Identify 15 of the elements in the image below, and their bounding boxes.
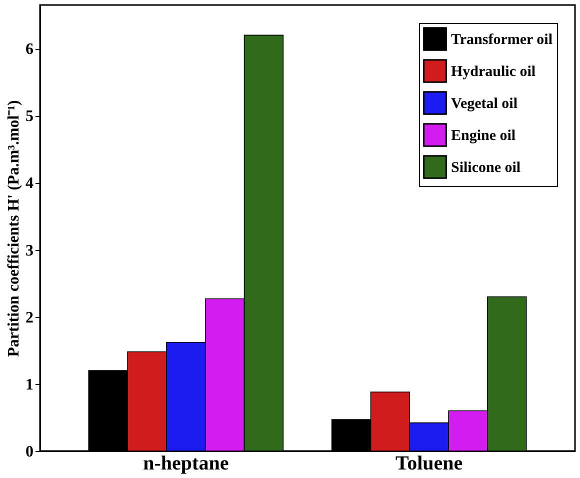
y-tick-label: 0 [26, 444, 34, 460]
legend-label: Engine oil [451, 128, 516, 144]
legend-label: Silicone oil [451, 160, 521, 176]
legend-label: Transformer oil [451, 32, 553, 48]
y-axis-title: Partition coefficients H' (Pa.m³.mol⁻¹) [6, 100, 22, 357]
legend-label: Hydraulic oil [451, 64, 536, 80]
y-tick-label: 6 [26, 41, 34, 58]
y-tick-label: 2 [26, 309, 34, 326]
x-tick-label: Toluene [396, 452, 463, 474]
y-tick-label: 5 [26, 108, 34, 126]
y-tick-label: 4 [26, 175, 34, 192]
x-tick-label: n-heptane [143, 452, 229, 474]
legend-label: Vegetal oil [451, 96, 518, 112]
y-tick-label: 1 [26, 376, 34, 394]
y-tick-label: 3 [26, 242, 34, 260]
